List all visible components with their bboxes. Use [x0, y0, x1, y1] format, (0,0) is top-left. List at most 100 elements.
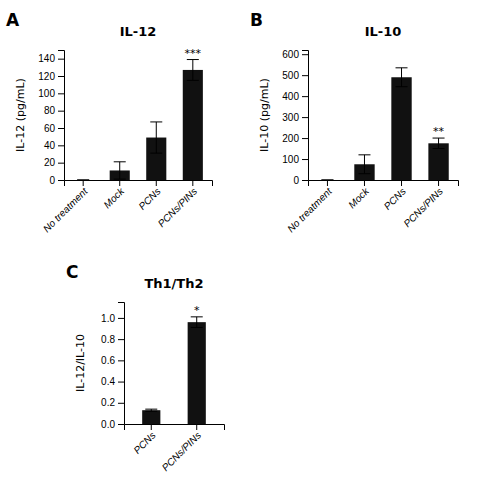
axis-line [65, 181, 213, 187]
tick: 300 [282, 112, 308, 123]
panel-label: B [250, 10, 263, 30]
tick-label: 20 [44, 157, 56, 168]
tick-label: 120 [38, 71, 55, 82]
panel-label: C [66, 262, 78, 282]
tick-mark [118, 382, 124, 383]
tick: 500 [282, 70, 308, 81]
tick-mark [58, 59, 64, 60]
tick: 1.0 [101, 313, 124, 324]
tick-label: PCNs/PINs [160, 430, 204, 474]
plot-area [321, 68, 448, 180]
title: Th1/Th2 [144, 276, 203, 291]
tick-mark [118, 424, 124, 425]
tick-label: 80 [44, 105, 56, 116]
tick-mark [156, 180, 157, 186]
tick: 600 [282, 49, 308, 60]
tick-label: PCNs [382, 186, 408, 212]
tick-mark [118, 339, 124, 340]
bar [391, 77, 411, 180]
tick-label: PCNs [136, 186, 162, 212]
error-bar [321, 180, 333, 181]
tick: 100 [282, 154, 308, 165]
tick-label: 0.0 [101, 419, 115, 430]
axis-line [125, 425, 225, 431]
chart-root: 020406080100120140No treatmentMockPCNsPC… [0, 0, 482, 500]
tick: 0.8 [101, 334, 124, 345]
tick: 0.0 [101, 419, 124, 430]
title: IL-12 [120, 24, 157, 39]
x-axis: No treatment Mock PCNsPCNs/PINs [285, 180, 458, 234]
title: IL-10 [365, 24, 402, 39]
bar [73, 180, 93, 181]
tick: 0.6 [101, 355, 124, 366]
tick: No treatment [41, 180, 91, 234]
tick-label: 60 [44, 123, 56, 134]
tick: 0 [49, 175, 64, 186]
annotation: ** [433, 125, 445, 138]
panel-label: A [6, 10, 20, 30]
background [0, 0, 482, 500]
tick: 80 [44, 105, 64, 116]
tick-label: 40 [44, 140, 56, 151]
tick-label: Mock [346, 185, 371, 210]
axis-line [118, 303, 125, 425]
tick-mark [58, 180, 64, 181]
tick-mark [119, 180, 120, 186]
panel: 0 20 40 60 80 100 120 140 No treatmentMockPCNsPC… [6, 10, 213, 234]
tick-mark [58, 111, 64, 112]
tick-label: 100 [282, 154, 299, 165]
tick-mark [438, 180, 439, 186]
error-bar [145, 409, 157, 411]
tick-label: 0 [49, 175, 55, 186]
tick-label: 0.8 [101, 334, 115, 345]
y-axis-title: IL-12/IL-10 [74, 334, 87, 392]
tick-mark [364, 180, 365, 186]
annotation: *** [185, 47, 202, 60]
tick-label: No treatment [41, 185, 91, 235]
tick: 0.4 [101, 376, 124, 387]
y-axis: 0100200300400500600 [282, 49, 308, 186]
tick: 100 [38, 88, 64, 99]
tick: 0 [293, 175, 308, 186]
x-axis: No treatmentMockPCNsPCNs/PINs [41, 180, 213, 234]
tick-mark [58, 76, 64, 77]
error-bar [433, 138, 445, 148]
plot-area [77, 60, 203, 180]
tick-mark [302, 138, 308, 139]
tick-mark [302, 96, 308, 97]
axis-line [302, 51, 309, 181]
y-axis-title: IL-10 (pg/mL) [258, 78, 271, 152]
tick-mark [118, 318, 124, 319]
tick: No treatment [285, 180, 335, 234]
tick-label: 140 [38, 53, 55, 64]
tick-label: PCNs/PINs [156, 186, 200, 230]
tick-mark [118, 360, 124, 361]
axis-line [309, 181, 459, 187]
error-bar [396, 68, 408, 87]
tick-label: PCNs/PINs [401, 186, 445, 230]
tick-mark [327, 180, 328, 186]
tick-label: 0.2 [101, 397, 115, 408]
tick: PCNs/PINs [156, 180, 200, 229]
panel: 0100200300400500600No treatmentMockPCNsP… [250, 10, 459, 234]
tick-label: 0.6 [101, 355, 115, 366]
tick-mark [196, 424, 197, 430]
tick-mark [58, 145, 64, 146]
tick: 140 [38, 53, 64, 64]
tick-label: 600 [282, 49, 299, 60]
error-bar [150, 122, 162, 153]
bar [188, 322, 206, 424]
tick-mark [58, 93, 64, 94]
tick: 200 [282, 133, 308, 144]
tick-label: 0.4 [101, 376, 115, 387]
tick: PCNs [382, 180, 408, 212]
tick: PCNs [136, 180, 162, 212]
tick: 120 [38, 71, 64, 82]
tick-mark [302, 117, 308, 118]
tick: 0.2 [101, 397, 124, 408]
tick-label: 0 [293, 175, 299, 186]
annotation: * [194, 304, 200, 317]
tick: 20 [44, 157, 64, 168]
bar [183, 70, 203, 180]
tick-mark [401, 180, 402, 186]
